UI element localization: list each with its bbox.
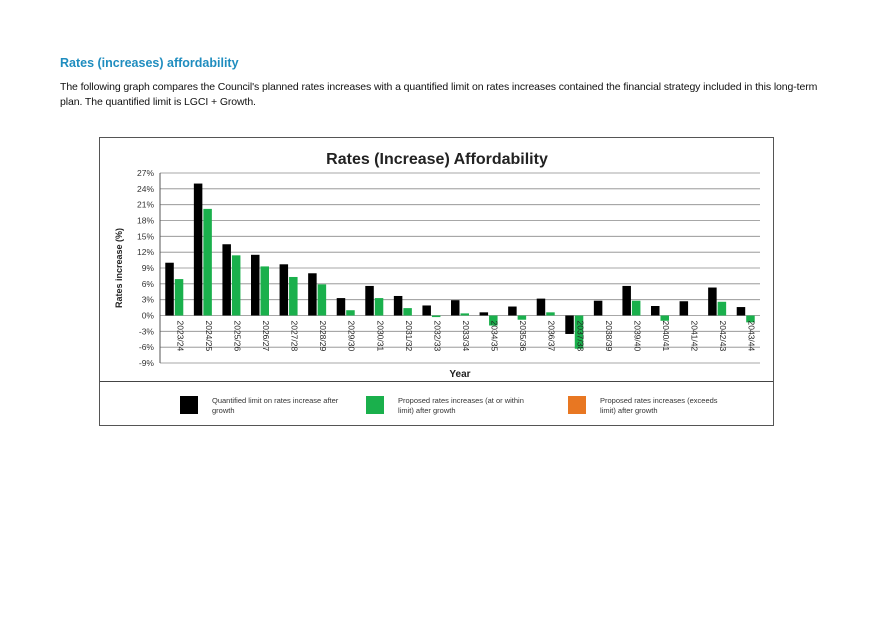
bar-limit — [622, 285, 631, 316]
bar-limit — [251, 254, 260, 316]
bar-limit — [308, 273, 317, 316]
bars — [165, 183, 755, 349]
bar-within-limit — [431, 315, 441, 318]
x-axis-label: Year — [449, 369, 470, 380]
y-tick-label: 0% — [142, 311, 155, 321]
bar-within-limit — [289, 276, 298, 316]
section-heading: Rates (increases) affordability — [60, 56, 239, 70]
bar-within-limit — [460, 313, 469, 316]
legend-swatch-exceeds — [568, 396, 586, 414]
x-tick-label: 2030/31 — [375, 321, 385, 352]
bar-limit — [508, 306, 517, 316]
bar-limit — [451, 300, 460, 316]
intro-paragraph: The following graph compares the Council… — [60, 81, 818, 108]
bar-within-limit — [574, 315, 584, 349]
y-tick-label: 18% — [137, 216, 154, 226]
x-tick-label: 2027/28 — [290, 321, 300, 352]
y-tick-label: 24% — [137, 184, 154, 194]
x-tick-label: 2039/40 — [632, 321, 642, 352]
x-tick-label: 2036/37 — [547, 321, 557, 352]
bar-limit — [736, 307, 746, 316]
bar-within-limit — [174, 279, 184, 316]
bar-within-limit — [631, 300, 641, 316]
legend-label-within: Proposed rates increases (at or within l… — [398, 396, 524, 415]
x-tick-label: 2038/39 — [604, 321, 614, 352]
bar-within-limit — [489, 315, 498, 326]
bar-limit — [679, 301, 689, 316]
bar-limit — [393, 295, 403, 316]
y-tick-label: -9% — [139, 358, 155, 368]
x-tick-label: 2032/33 — [432, 321, 442, 352]
y-tick-label: 15% — [137, 231, 154, 241]
bar-within-limit — [517, 315, 527, 320]
chart-legend: Quantified limit on rates increase after… — [100, 381, 773, 426]
legend-item-within: Proposed rates increases (at or within l… — [366, 396, 533, 416]
y-tick-label: 12% — [137, 247, 154, 257]
bar-within-limit — [717, 301, 727, 316]
x-tick-label: 2041/42 — [690, 321, 700, 352]
bar-within-limit — [231, 255, 241, 316]
bar-limit — [365, 285, 374, 316]
bar-within-limit — [660, 315, 669, 321]
bar-limit — [165, 262, 174, 316]
axes: -9% -6% -3% 0% 3% 6% 9% 12% 15% 18% 21% 24% 27% 2023/… — [137, 168, 757, 368]
legend-item-limit: Quantified limit on rates increase after… — [180, 396, 347, 416]
x-tick-label: 2025/26 — [232, 321, 242, 352]
bar-within-limit — [346, 310, 355, 316]
grid-lines — [160, 172, 760, 364]
bar-limit — [565, 315, 574, 334]
y-tick-label: 21% — [137, 200, 154, 210]
chart-container: Rates (Increase) Affordability -9% -6% -3%… — [99, 137, 774, 426]
x-tick-label: 2037/38 — [575, 321, 585, 352]
legend-item-exceeds: Proposed rates increases (exceeds limit)… — [568, 396, 735, 416]
x-tick-label: 2023/24 — [175, 321, 185, 352]
x-tick-label: 2040/41 — [661, 321, 671, 352]
bar-within-limit — [746, 315, 755, 323]
bar-limit — [651, 306, 660, 316]
bar-within-limit — [403, 308, 412, 316]
x-tick-label: 2035/36 — [518, 321, 528, 352]
bar-limit — [536, 298, 546, 316]
bar-limit — [593, 300, 603, 316]
bar-within-limit — [203, 208, 212, 316]
bar-within-limit — [260, 266, 269, 316]
x-tick-label: 2033/34 — [461, 321, 471, 352]
bar-within-limit — [317, 284, 327, 316]
bar-limit — [222, 244, 231, 316]
chart-plot: Rates (Increase) Affordability -9% -6% -3%… — [114, 151, 760, 380]
x-tick-label: 2034/35 — [490, 321, 500, 352]
x-tick-label: 2031/32 — [404, 321, 414, 352]
y-tick-label: 3% — [142, 295, 155, 305]
y-tick-label: -6% — [139, 342, 155, 352]
bar-within-limit — [374, 298, 384, 316]
x-tick-label: 2026/27 — [261, 321, 271, 352]
bar-within-limit — [546, 312, 555, 316]
chart-title: Rates (Increase) Affordability — [326, 151, 548, 168]
legend-swatch-within — [366, 396, 384, 414]
x-tick-label: 2042/43 — [718, 321, 728, 352]
y-tick-label: 6% — [142, 279, 155, 289]
x-tick-label: 2024/25 — [204, 321, 214, 352]
bar-limit — [336, 298, 346, 316]
y-tick-label: 27% — [137, 168, 154, 178]
bar-limit — [708, 287, 717, 316]
x-tick-label: 2029/30 — [347, 321, 357, 352]
bar-limit — [193, 183, 203, 316]
y-tick-label: 9% — [142, 263, 155, 273]
x-tick-label: 2028/29 — [318, 321, 328, 352]
bar-limit — [422, 305, 431, 316]
bar-limit — [479, 312, 489, 316]
y-tick-label: -3% — [139, 326, 155, 336]
legend-swatch-limit — [180, 396, 198, 414]
bar-limit — [279, 264, 289, 316]
legend-label-exceeds: Proposed rates increases (exceeds limit)… — [600, 396, 718, 415]
y-axis-label: Rates increase (%) — [114, 228, 124, 308]
legend-label-limit: Quantified limit on rates increase after… — [212, 396, 339, 415]
x-tick-label: 2043/44 — [747, 321, 757, 352]
